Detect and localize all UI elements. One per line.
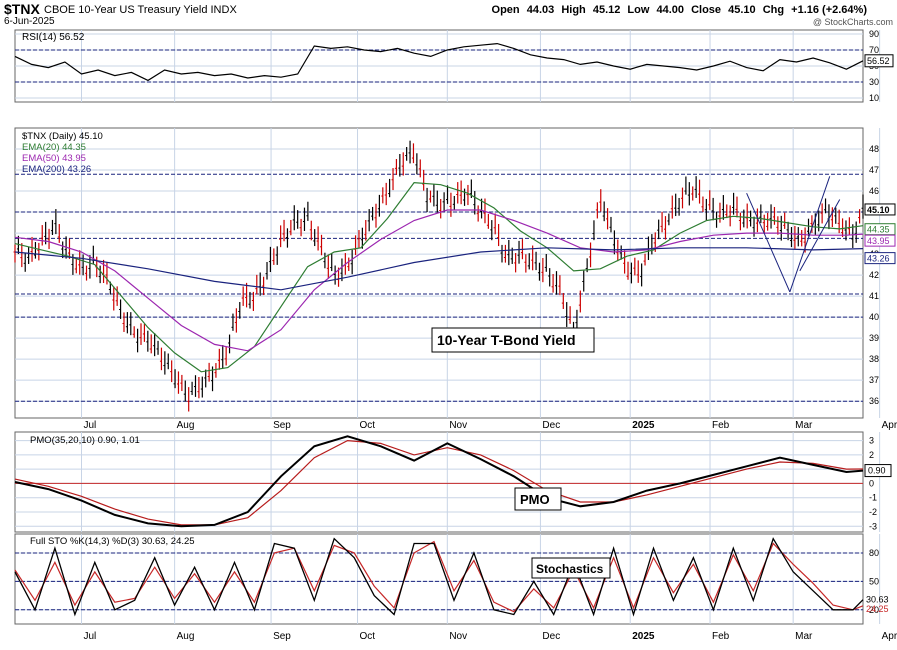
price-value-box: [864, 234, 896, 247]
y-tick-label: 39: [869, 333, 879, 343]
x-tick-label: Feb: [712, 631, 730, 642]
x-tick-label: Oct: [360, 420, 376, 431]
ema50-line: [14, 209, 864, 352]
symbol-label: $TNX: [4, 1, 40, 17]
x-tick-label: Feb: [712, 420, 730, 431]
price-legend-item: $TNX (Daily) 45.10: [22, 131, 103, 142]
annotation-label: 10-Year T-Bond Yield: [437, 332, 576, 348]
y-tick-label: 48: [869, 144, 879, 154]
chart-header: $TNX CBOE 10-Year US Treasury Yield INDX…: [0, 0, 897, 28]
pmo-signal-line: [14, 439, 864, 526]
y-tick-label: 37: [869, 375, 879, 385]
y-tick-label: 42: [869, 270, 879, 280]
price-value-box: [864, 252, 896, 265]
x-tick-label: Sep: [273, 420, 291, 431]
x-tick-label: Aug: [177, 631, 195, 642]
rsi-value-box: [864, 54, 894, 68]
y-tick-label: 20: [869, 605, 879, 615]
price-value-box: [864, 203, 896, 216]
stoch-d-line: [14, 540, 864, 613]
stoch-k-value-label: 30.63: [866, 595, 889, 605]
x-tick-label: 2025: [632, 631, 655, 642]
y-tick-label: 30: [869, 77, 879, 87]
pmo-line: [14, 435, 864, 528]
y-tick-label: 2: [869, 450, 874, 460]
stoch-legend: Full STO %K(14,3) %D(3) 30.63, 24.25: [30, 536, 195, 547]
y-tick-label: 90: [869, 29, 879, 39]
x-tick-label: Sep: [273, 631, 291, 642]
panel-frame: [14, 127, 864, 419]
y-tick-label: 46: [869, 186, 879, 196]
chart-date: 6-Jun-2025: [4, 16, 55, 27]
y-tick-label: 3: [869, 436, 874, 446]
symbol-description: CBOE 10-Year US Treasury Yield INDX: [44, 4, 237, 16]
price-value-label: 43.95: [867, 236, 890, 246]
stoch-annotation-label: Stochastics: [536, 562, 604, 576]
stockcharts-credit: @ StockCharts.com: [812, 17, 893, 27]
y-tick-label: -2: [869, 507, 877, 517]
price-value-label: 44.35: [867, 225, 890, 235]
x-tick-label: Nov: [449, 420, 467, 431]
rsi-legend: RSI(14) 56.52: [22, 32, 85, 43]
ema20-line: [14, 181, 864, 373]
panel-frame: [14, 533, 864, 625]
y-tick-label: -3: [869, 521, 877, 531]
x-tick-label: 2025: [632, 420, 655, 431]
x-tick-label: Oct: [360, 631, 376, 642]
y-tick-label: 0: [869, 478, 874, 488]
stoch-annotation-box: [531, 557, 611, 579]
y-tick-label: 50: [869, 576, 879, 586]
x-tick-label: Apr: [882, 631, 897, 642]
x-tick-label: Jul: [84, 631, 97, 642]
x-tick-label: Mar: [795, 420, 813, 431]
panel-price: 48474645444342414039383736$TNX (Daily) 4…: [13, 127, 897, 431]
ohlc-readout: Open 44.03 High 45.12 Low 44.00 Close 45…: [491, 4, 867, 16]
y-tick-label: 47: [869, 165, 879, 175]
price-value-label: 43.26: [867, 254, 890, 264]
price-legend-item: EMA(20) 44.35: [22, 142, 86, 153]
y-tick-label: -1: [869, 493, 877, 503]
pmo-annotation-label: PMO: [520, 492, 550, 507]
x-tick-label: Jul: [84, 420, 97, 431]
rsi-line: [14, 42, 864, 82]
x-tick-label: Apr: [882, 420, 897, 431]
y-tick-label: 80: [869, 548, 879, 558]
x-tick-label: Dec: [542, 420, 560, 431]
stoch-d-value-label: 24.25: [866, 604, 889, 614]
ema200-line: [14, 247, 864, 291]
trend-line: [799, 199, 841, 272]
price-legend-item: EMA(50) 43.95: [22, 153, 86, 164]
y-tick-label: 40: [869, 312, 879, 322]
x-tick-label: Dec: [542, 631, 560, 642]
y-tick-label: 10: [869, 93, 879, 103]
panel-stochastics: 80 50 20 Full STO %K(14,3) %D(3) 30.63, 24.…: [14, 533, 897, 642]
trend-line: [746, 192, 791, 293]
pmo-value-label: 0.90: [868, 466, 886, 476]
pmo-annotation-box: [514, 487, 562, 511]
x-tick-label: Mar: [795, 631, 813, 642]
annotation-box: [431, 327, 595, 353]
price-value-label: 45.10: [867, 205, 890, 215]
x-tick-label: Nov: [449, 631, 467, 642]
price-legend-item: EMA(200) 43.26: [22, 164, 91, 175]
pmo-value-box: [864, 464, 892, 478]
x-tick-label: Aug: [177, 420, 195, 431]
y-tick-label: 70: [869, 45, 879, 55]
pmo-legend: PMO(35,20,10) 0.90, 1.01: [30, 435, 140, 446]
y-tick-label: 41: [869, 291, 879, 301]
rsi-value-label: 56.52: [867, 56, 890, 66]
trend-line: [789, 176, 831, 293]
stoch-k-line: [14, 537, 864, 617]
y-tick-label: 36: [869, 396, 879, 406]
y-tick-label: 38: [869, 354, 879, 364]
